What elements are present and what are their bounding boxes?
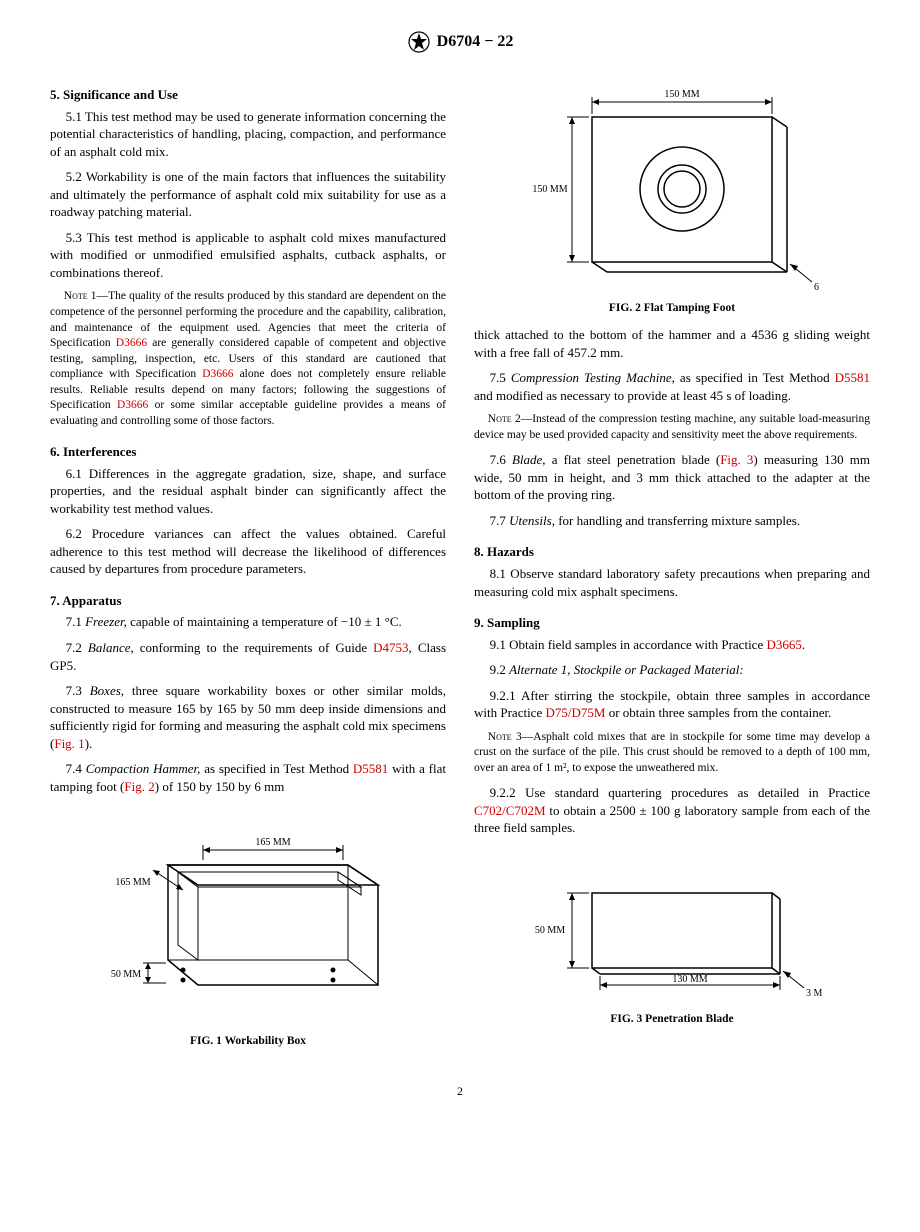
note-1: Note 1—The quality of the results produc…: [50, 289, 446, 429]
para-7-3: 7.3 Boxes, three square workability boxe…: [50, 682, 446, 752]
para-9-1: 9.1 Obtain field samples in accordance w…: [474, 636, 870, 654]
two-column-layout: 5. Significance and Use 5.1 This test me…: [50, 72, 870, 1059]
para-6-2: 6.2 Procedure variances can affect the v…: [50, 525, 446, 578]
ref-c702[interactable]: C702/C702M: [474, 803, 546, 818]
note-3: Note 3—Asphalt cold mixes that are in st…: [474, 730, 870, 777]
para-9-2-1: 9.2.1 After stirring the stockpile, obta…: [474, 687, 870, 722]
fig1-width-label: 165 MM: [255, 837, 290, 848]
ref-d3665[interactable]: D3665: [766, 637, 801, 652]
fig3-thickness-label: 3 MM: [806, 988, 822, 999]
ref-d3666-1[interactable]: D3666: [116, 337, 147, 349]
figure-2: 150 MM 150 MM 6 MM: [474, 82, 870, 297]
fig2-height-label: 150 MM: [532, 184, 567, 195]
ref-fig-2[interactable]: Fig. 2: [124, 779, 154, 794]
para-5-1: 5.1 This test method may be used to gene…: [50, 108, 446, 161]
para-7-7: 7.7 Utensils, for handling and transferr…: [474, 512, 870, 530]
penetration-blade-diagram: 50 MM 130 MM 3 MM: [522, 863, 822, 1003]
ref-fig-3[interactable]: Fig. 3: [720, 452, 753, 467]
section-6-heading: 6. Interferences: [50, 443, 446, 461]
para-8-1: 8.1 Observe standard laboratory safety p…: [474, 565, 870, 600]
ref-d5581-2[interactable]: D5581: [835, 370, 870, 385]
para-7-4: 7.4 Compaction Hammer, as specified in T…: [50, 760, 446, 795]
section-5-heading: 5. Significance and Use: [50, 86, 446, 104]
note-3-lead: Note 3—: [488, 731, 533, 743]
figure-2-caption: FIG. 2 Flat Tamping Foot: [474, 301, 870, 317]
right-column: 150 MM 150 MM 6 MM FIG. 2 Flat Tamping F…: [474, 72, 870, 1059]
note-2-lead: Note 2—: [488, 413, 532, 425]
figure-3: 50 MM 130 MM 3 MM: [474, 863, 870, 1008]
para-9-2-2: 9.2.2 Use standard quartering procedures…: [474, 784, 870, 837]
ref-d3666-2[interactable]: D3666: [202, 368, 233, 380]
ref-d3666-3[interactable]: D3666: [117, 399, 148, 411]
para-7-1: 7.1 Freezer, capable of maintaining a te…: [50, 613, 446, 631]
fig3-height-label: 50 MM: [535, 925, 565, 936]
figure-3-caption: FIG. 3 Penetration Blade: [474, 1012, 870, 1028]
fig2-width-label: 150 MM: [664, 89, 699, 100]
para-7-6: 7.6 Blade, a flat steel penetration blad…: [474, 451, 870, 504]
section-9-heading: 9. Sampling: [474, 614, 870, 632]
section-8-heading: 8. Hazards: [474, 543, 870, 561]
fig1-depth-label: 50 MM: [111, 969, 141, 980]
para-7-4-cont: thick attached to the bottom of the hamm…: [474, 326, 870, 361]
para-7-5: 7.5 Compression Testing Machine, as spec…: [474, 369, 870, 404]
astm-logo-icon: [407, 30, 431, 54]
para-7-2: 7.2 Balance, conforming to the requireme…: [50, 639, 446, 674]
ref-d4753[interactable]: D4753: [373, 640, 408, 655]
figure-1-caption: FIG. 1 Workability Box: [50, 1034, 446, 1050]
ref-d5581-1[interactable]: D5581: [353, 761, 388, 776]
page-number: 2: [50, 1083, 870, 1099]
figure-1: 165 MM 165 MM 50 MM: [50, 805, 446, 1030]
section-7-heading: 7. Apparatus: [50, 592, 446, 610]
para-5-3: 5.3 This test method is applicable to as…: [50, 229, 446, 282]
tamping-foot-diagram: 150 MM 150 MM 6 MM: [522, 82, 822, 292]
fig2-thickness-label: 6 MM: [814, 282, 822, 292]
standard-code: D6704 − 22: [437, 31, 514, 53]
ref-d75[interactable]: D75/D75M: [545, 705, 605, 720]
workability-box-diagram: 165 MM 165 MM 50 MM: [98, 805, 398, 1025]
fig3-width-label: 130 MM: [672, 974, 707, 985]
ref-fig-1[interactable]: Fig. 1: [54, 736, 84, 751]
fig1-height-label: 165 MM: [115, 877, 150, 888]
para-6-1: 6.1 Differences in the aggregate gradati…: [50, 465, 446, 518]
para-5-2: 5.2 Workability is one of the main facto…: [50, 168, 446, 221]
page-header: D6704 − 22: [50, 30, 870, 54]
note-2: Note 2—Instead of the compression testin…: [474, 412, 870, 443]
para-9-2: 9.2 Alternate 1, Stockpile or Packaged M…: [474, 661, 870, 679]
note-1-lead: Note 1—: [64, 290, 108, 302]
left-column: 5. Significance and Use 5.1 This test me…: [50, 72, 446, 1059]
